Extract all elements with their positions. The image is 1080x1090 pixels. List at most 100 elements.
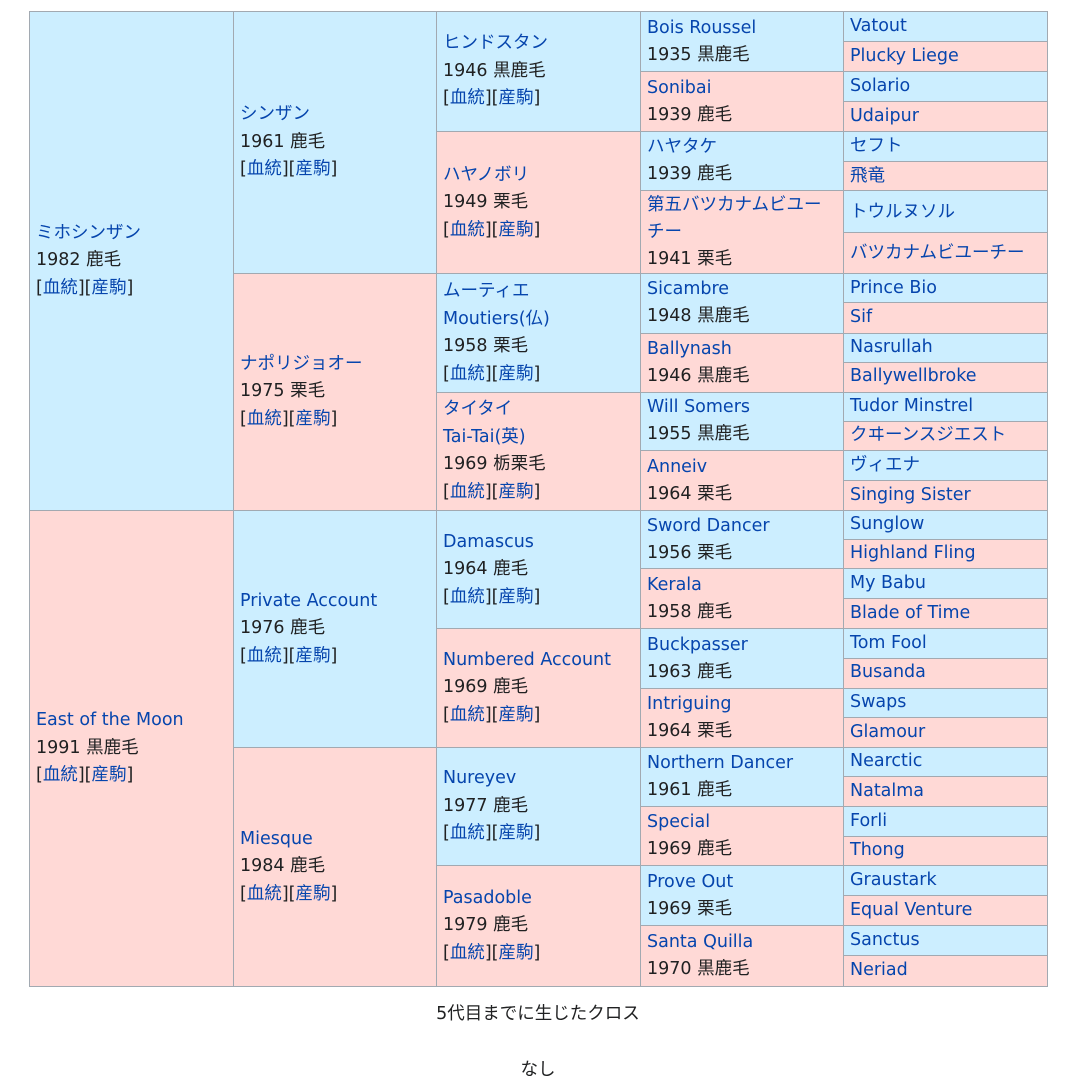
- horse-name[interactable]: セフト: [850, 136, 903, 157]
- offspring-link[interactable]: 産駒: [295, 159, 331, 180]
- horse-name[interactable]: Bois Roussel: [647, 17, 757, 38]
- horse-name[interactable]: Tudor Minstrel: [850, 396, 974, 417]
- bloodline-link[interactable]: 血統: [449, 363, 485, 384]
- horse-name[interactable]: ナポリジョオー: [240, 353, 363, 374]
- horse-name[interactable]: Busanda: [850, 662, 926, 683]
- horse-name[interactable]: Glamour: [850, 721, 926, 742]
- horse-name[interactable]: Private Account: [240, 590, 378, 611]
- offspring-link[interactable]: 産駒: [498, 219, 534, 240]
- offspring-link[interactable]: 産駒: [91, 277, 127, 298]
- pedigree-links: [血統][産駒]: [443, 704, 541, 725]
- horse-name[interactable]: Ballywellbroke: [850, 366, 977, 387]
- horse-name[interactable]: Prince Bio: [850, 277, 937, 298]
- horse-name[interactable]: Nasrullah: [850, 336, 933, 357]
- horse-name[interactable]: Anneiv: [647, 456, 708, 477]
- horse-name[interactable]: Nureyev: [443, 768, 517, 789]
- horse-name[interactable]: Nearctic: [850, 751, 923, 772]
- pedigree-links: [血統][産駒]: [240, 408, 338, 429]
- horse-name[interactable]: Tom Fool: [850, 632, 927, 653]
- bloodline-link[interactable]: 血統: [246, 645, 282, 666]
- horse-name[interactable]: Vatout: [850, 15, 907, 36]
- horse-name[interactable]: Kerala: [647, 574, 702, 595]
- horse-name[interactable]: ヴィエナ: [850, 454, 920, 475]
- pedigree-cell-gen4: Will Somers 1955 黒鹿毛: [640, 391, 844, 451]
- horse-name[interactable]: Udaipur: [850, 106, 919, 127]
- horse-name[interactable]: Plucky Liege: [850, 45, 959, 66]
- horse-name[interactable]: クヰーンスジエスト: [850, 425, 1007, 446]
- horse-name[interactable]: Miesque: [240, 828, 313, 849]
- pedigree-cell-gen2: ナポリジョオー 1975 栗毛 [血統][産駒]: [233, 273, 437, 512]
- bloodline-link[interactable]: 血統: [449, 219, 485, 240]
- horse-name[interactable]: Sif: [850, 307, 873, 328]
- bloodline-link[interactable]: 血統: [246, 408, 282, 429]
- offspring-link[interactable]: 産駒: [295, 883, 331, 904]
- horse-name[interactable]: Swaps: [850, 691, 907, 712]
- horse-name[interactable]: Prove Out: [647, 871, 734, 892]
- bloodline-link[interactable]: 血統: [246, 883, 282, 904]
- pedigree-cell-gen5: Glamour: [843, 716, 1048, 748]
- pedigree-cell-gen5: Sunglow: [843, 510, 1048, 541]
- horse-name[interactable]: Santa Quilla: [647, 932, 754, 953]
- offspring-link[interactable]: 産駒: [498, 88, 534, 109]
- offspring-link[interactable]: 産駒: [295, 645, 331, 666]
- horse-name[interactable]: Singing Sister: [850, 484, 971, 505]
- horse-name[interactable]: Sanctus: [850, 929, 920, 950]
- horse-name[interactable]: Pasadoble: [443, 887, 532, 908]
- offspring-link[interactable]: 産駒: [498, 586, 534, 607]
- horse-name[interactable]: My Babu: [850, 573, 926, 594]
- bloodline-link[interactable]: 血統: [449, 586, 485, 607]
- horse-name[interactable]: Forli: [850, 810, 888, 831]
- pedigree-cell-gen3: Pasadoble 1979 鹿毛 [血統][産駒]: [436, 865, 641, 987]
- horse-name[interactable]: Sonibai: [647, 77, 712, 98]
- horse-name[interactable]: Intriguing: [647, 693, 732, 714]
- offspring-link[interactable]: 産駒: [498, 704, 534, 725]
- horse-name[interactable]: トウルヌソル: [850, 201, 955, 222]
- horse-name[interactable]: Sicambre: [647, 279, 730, 300]
- horse-name[interactable]: Thong: [850, 840, 905, 861]
- offspring-link[interactable]: 産駒: [498, 823, 534, 844]
- horse-name[interactable]: Special: [647, 812, 711, 833]
- horse-name[interactable]: Damascus: [443, 531, 534, 552]
- horse-name[interactable]: Highland Fling: [850, 543, 976, 564]
- horse-name[interactable]: シンザン: [240, 104, 310, 125]
- bloodline-link[interactable]: 血統: [449, 823, 485, 844]
- bloodline-link[interactable]: 血統: [246, 159, 282, 180]
- horse-name[interactable]: ムーティエ Moutiers(仏): [443, 281, 550, 329]
- horse-name[interactable]: タイタイ Tai-Tai(英): [443, 399, 526, 447]
- horse-name[interactable]: 飛竜: [850, 165, 885, 186]
- horse-name[interactable]: Ballynash: [647, 338, 732, 359]
- horse-name[interactable]: ミホシンザン: [36, 222, 141, 243]
- horse-name[interactable]: Will Somers: [647, 397, 751, 418]
- horse-name[interactable]: 第五バツカナムビユーチー: [647, 194, 822, 242]
- bloodline-link[interactable]: 血統: [42, 765, 78, 786]
- offspring-link[interactable]: 産駒: [498, 942, 534, 963]
- horse-name[interactable]: Neriad: [850, 960, 908, 980]
- horse-info: 1982 鹿毛: [36, 250, 122, 271]
- bloodline-link[interactable]: 血統: [449, 704, 485, 725]
- bloodline-link[interactable]: 血統: [42, 277, 78, 298]
- bloodline-link[interactable]: 血統: [449, 88, 485, 109]
- horse-name[interactable]: Natalma: [850, 780, 925, 801]
- horse-name[interactable]: ハヤノボリ: [443, 164, 530, 185]
- horse-name[interactable]: Sunglow: [850, 514, 925, 535]
- horse-name[interactable]: Solario: [850, 75, 911, 96]
- horse-name[interactable]: Buckpasser: [647, 634, 748, 655]
- pedigree-cell-gen5: ヴィエナ: [843, 449, 1048, 482]
- horse-name[interactable]: ハヤタケ: [647, 137, 717, 158]
- horse-name[interactable]: Graustark: [850, 870, 937, 891]
- horse-name[interactable]: Blade of Time: [850, 603, 971, 624]
- horse-name[interactable]: Equal Venture: [850, 900, 973, 921]
- horse-name[interactable]: Numbered Account: [443, 649, 612, 670]
- bloodline-link[interactable]: 血統: [449, 481, 485, 502]
- horse-name[interactable]: バツカナムビユーチー: [850, 243, 1025, 264]
- horse-name[interactable]: Northern Dancer: [647, 752, 794, 773]
- pedigree-cell-gen4: ハヤタケ 1939 鹿毛: [640, 131, 844, 192]
- horse-name[interactable]: ヒンドスタン: [443, 33, 548, 54]
- offspring-link[interactable]: 産駒: [498, 481, 534, 502]
- offspring-link[interactable]: 産駒: [295, 408, 331, 429]
- offspring-link[interactable]: 産駒: [498, 363, 534, 384]
- horse-name[interactable]: East of the Moon: [36, 710, 184, 731]
- horse-name[interactable]: Sword Dancer: [647, 515, 770, 536]
- offspring-link[interactable]: 産駒: [91, 765, 127, 786]
- bloodline-link[interactable]: 血統: [449, 942, 485, 963]
